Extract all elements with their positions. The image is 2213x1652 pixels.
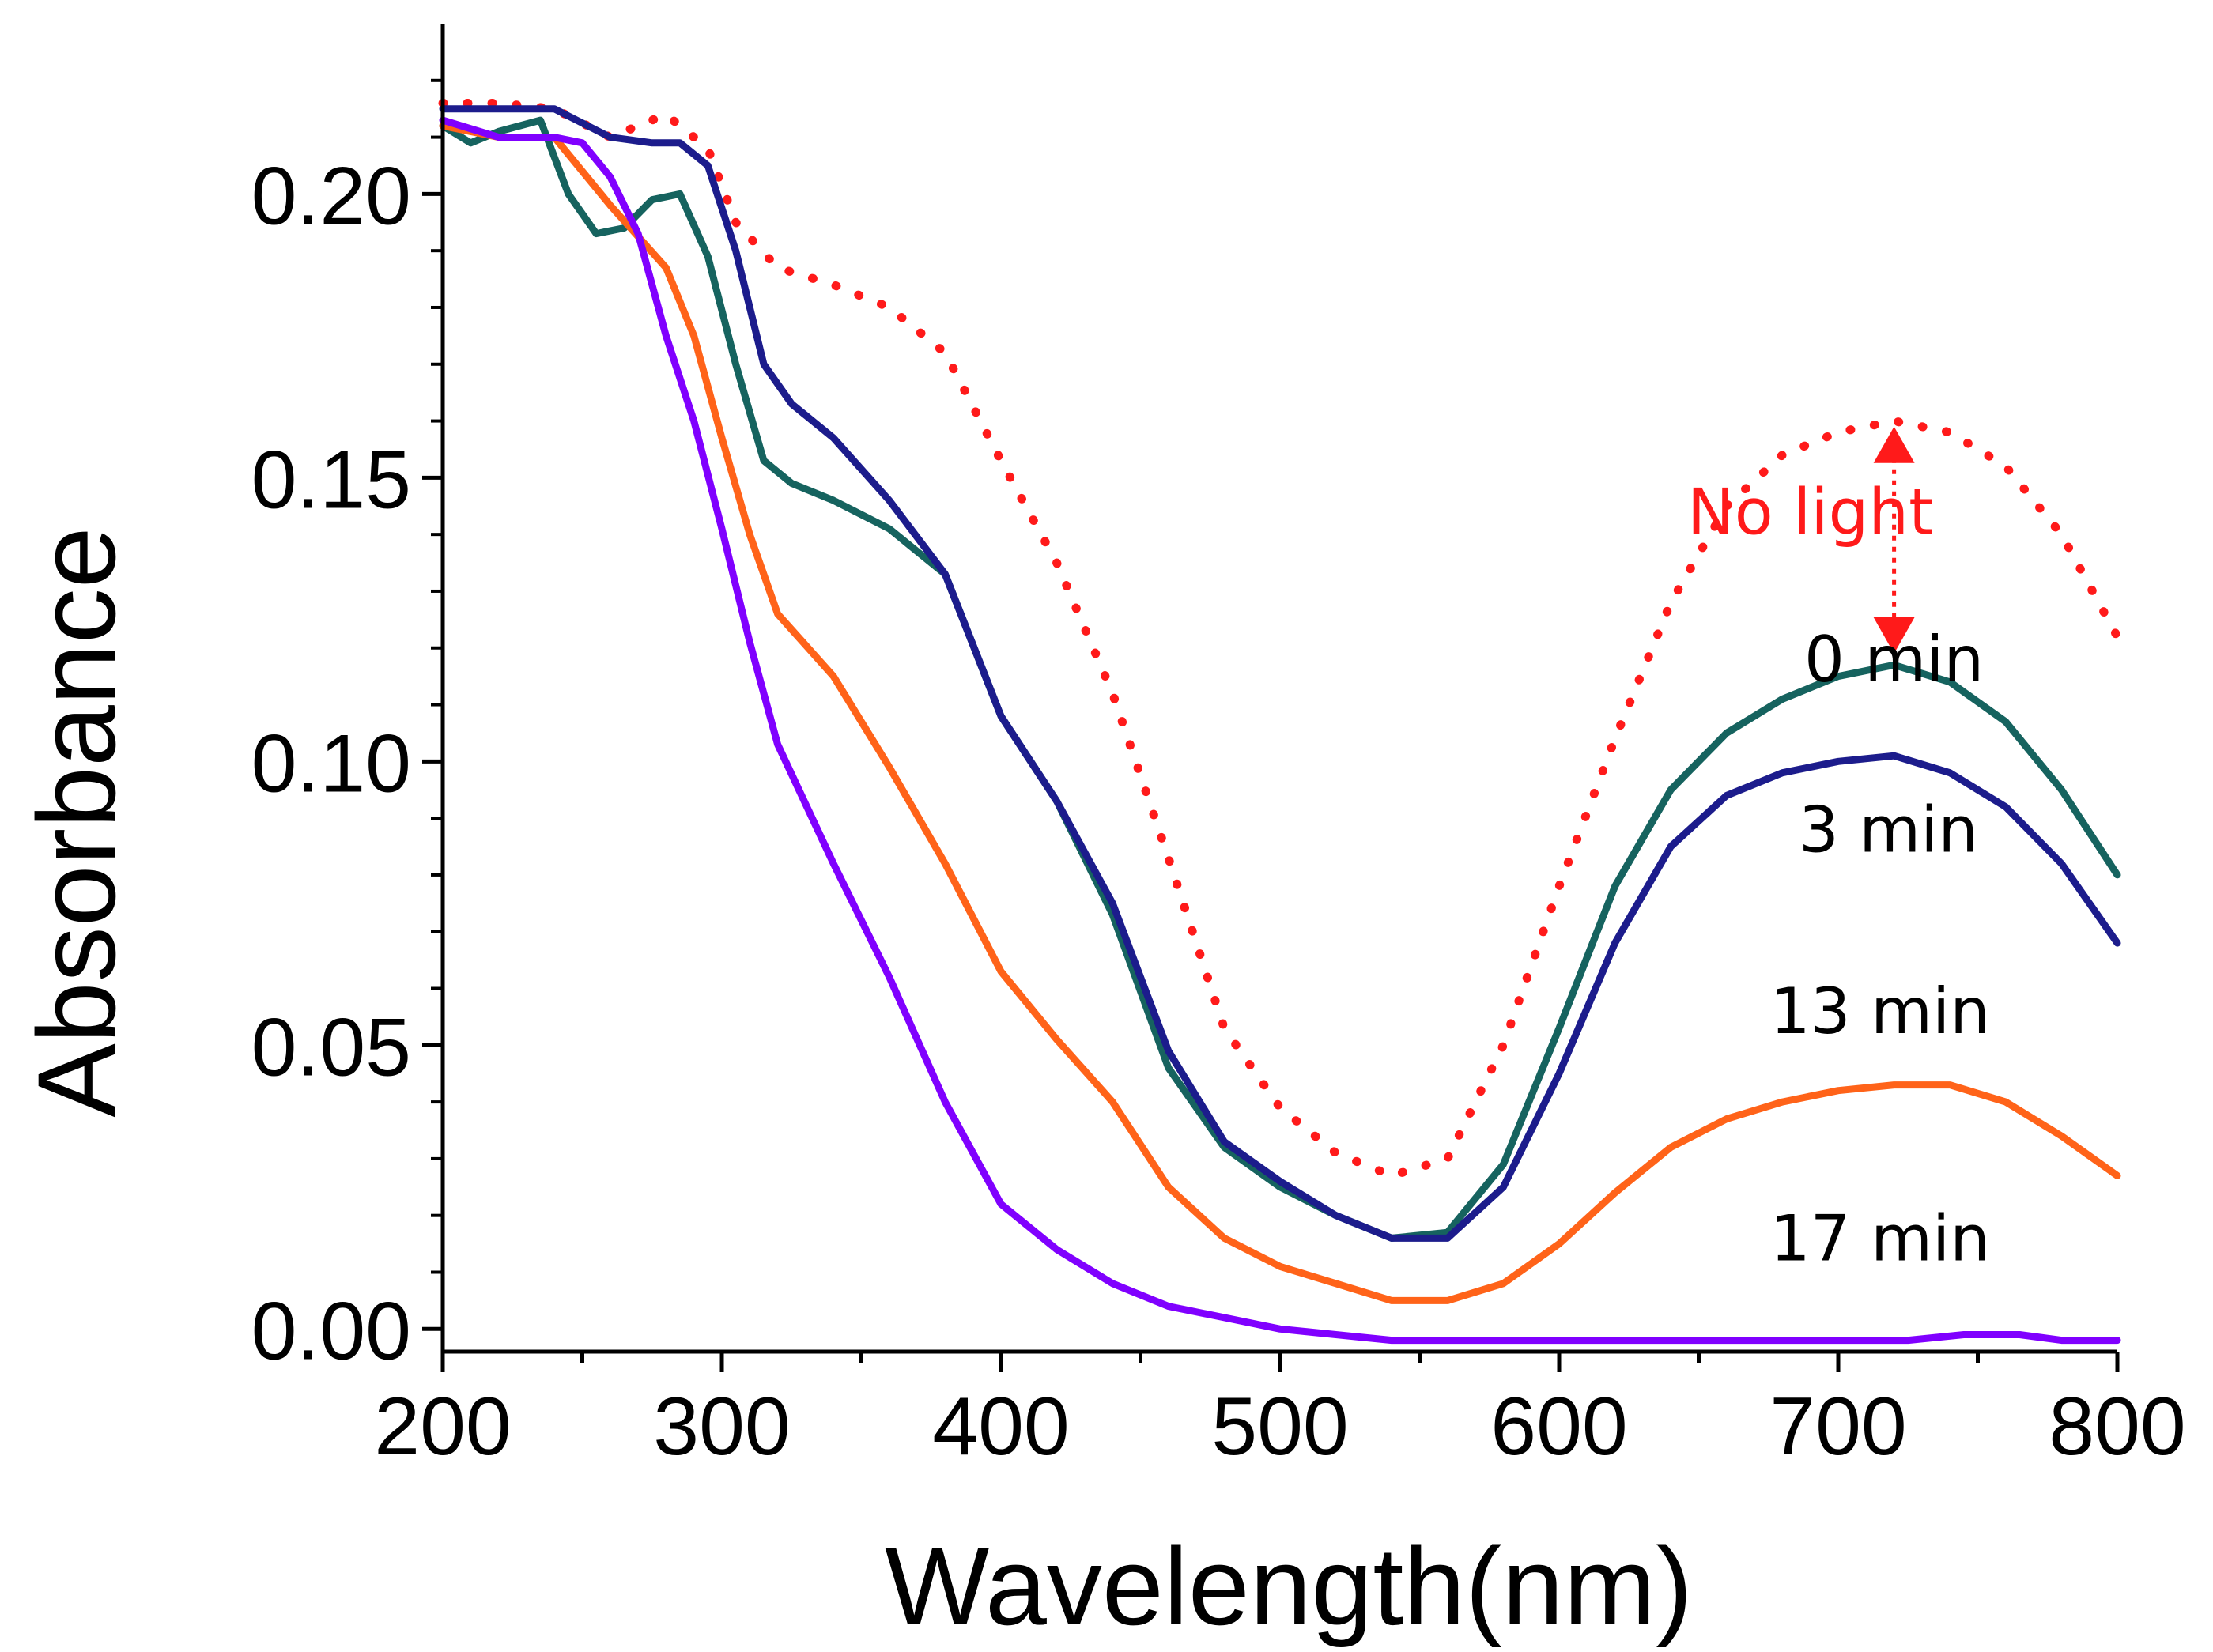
y-tick-label: 0.20 <box>251 150 411 242</box>
x-tick-label: 200 <box>374 1381 512 1473</box>
axes: 200 300 400 500 600 700 800 0.00 0.05 0.10 0.15 0.2… <box>251 24 2186 1473</box>
x-tick-label: 700 <box>1769 1381 1907 1473</box>
series-line-17-min <box>439 116 2121 1345</box>
y-tick-label: 0.15 <box>251 434 411 526</box>
x-tick-label: 800 <box>2049 1381 2186 1473</box>
annotation-13-min: 13 min <box>1770 975 1990 1048</box>
x-axis-title: Wavelength(nm) <box>885 1524 1693 1648</box>
series-line-no-light <box>438 99 2122 1180</box>
annotation-17-min: 17 min <box>1770 1201 1990 1275</box>
plot-area <box>438 99 2122 1345</box>
x-tick-label: 500 <box>1211 1381 1349 1473</box>
x-tick-label: 600 <box>1490 1381 1628 1473</box>
annotation-0-min: 0 min <box>1804 623 1984 696</box>
series-line-3-min <box>439 105 2121 1242</box>
y-tick-label: 0.00 <box>251 1285 411 1377</box>
y-tick-label: 0.05 <box>251 1001 411 1093</box>
annotation-3-min: 3 min <box>1799 793 1978 866</box>
series-line-0-min <box>439 116 2121 1242</box>
arrow-head-up <box>1873 426 1915 463</box>
x-tick-label: 400 <box>932 1381 1070 1473</box>
series-line-13-min <box>439 122 2121 1304</box>
y-axis-title: Absorbance <box>14 526 138 1117</box>
annotations: No light 0 min 3 min 13 min 17 min <box>1687 426 1990 1275</box>
y-tick-label: 0.10 <box>251 718 411 809</box>
x-tick-label: 300 <box>653 1381 791 1473</box>
arrow-head-down <box>1873 617 1915 654</box>
annotation-no-light: No light <box>1687 475 1934 549</box>
